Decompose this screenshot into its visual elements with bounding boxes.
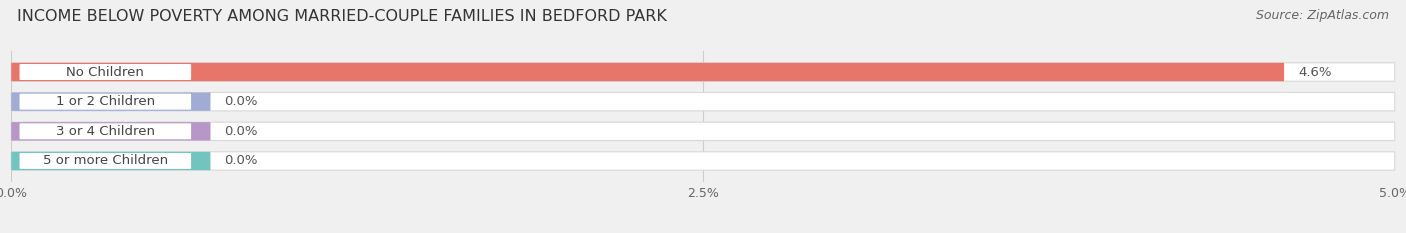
Text: 0.0%: 0.0% [225, 154, 257, 168]
Text: No Children: No Children [66, 65, 145, 79]
Text: INCOME BELOW POVERTY AMONG MARRIED-COUPLE FAMILIES IN BEDFORD PARK: INCOME BELOW POVERTY AMONG MARRIED-COUPL… [17, 9, 666, 24]
FancyBboxPatch shape [11, 63, 1284, 81]
FancyBboxPatch shape [11, 63, 1395, 81]
FancyBboxPatch shape [11, 93, 1395, 111]
FancyBboxPatch shape [20, 153, 191, 169]
FancyBboxPatch shape [20, 94, 191, 110]
Text: 5 or more Children: 5 or more Children [42, 154, 167, 168]
FancyBboxPatch shape [11, 122, 211, 140]
Text: Source: ZipAtlas.com: Source: ZipAtlas.com [1256, 9, 1389, 22]
FancyBboxPatch shape [11, 122, 1395, 140]
Text: 0.0%: 0.0% [225, 95, 257, 108]
Text: 3 or 4 Children: 3 or 4 Children [56, 125, 155, 138]
Text: 4.6%: 4.6% [1298, 65, 1331, 79]
FancyBboxPatch shape [20, 64, 191, 80]
FancyBboxPatch shape [11, 152, 211, 170]
FancyBboxPatch shape [11, 93, 211, 111]
Text: 0.0%: 0.0% [225, 125, 257, 138]
FancyBboxPatch shape [11, 152, 1395, 170]
FancyBboxPatch shape [20, 123, 191, 139]
Text: 1 or 2 Children: 1 or 2 Children [56, 95, 155, 108]
